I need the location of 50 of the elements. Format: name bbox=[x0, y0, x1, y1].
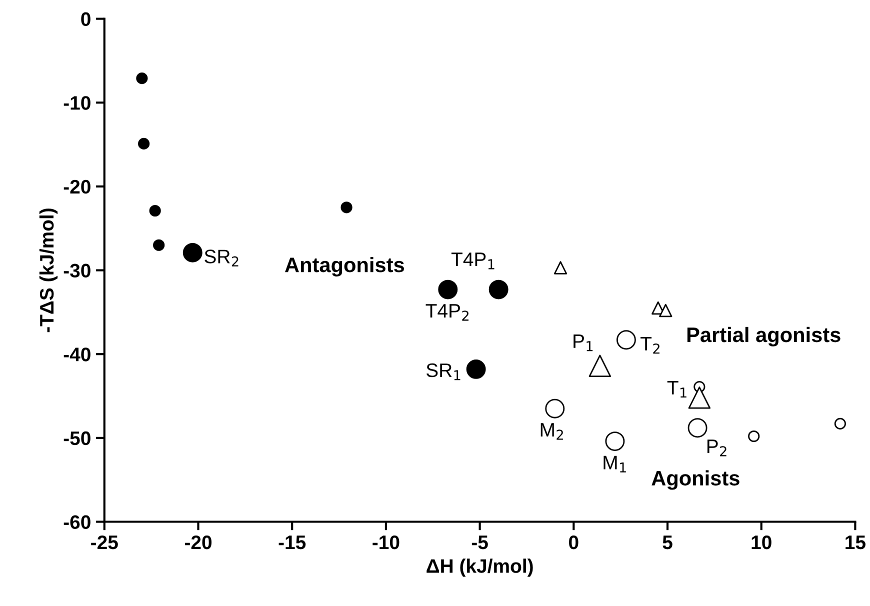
x-axis-title: ΔH (kJ/mol) bbox=[426, 558, 533, 577]
point bbox=[688, 386, 711, 409]
annotation: SR$_{2}$ bbox=[204, 250, 238, 266]
point bbox=[545, 398, 565, 418]
point bbox=[834, 418, 846, 430]
y-tick-label: -40 bbox=[64, 348, 90, 362]
x-tick-label: 0 bbox=[569, 535, 578, 550]
annotation: T$_{2}$ bbox=[640, 337, 660, 354]
y-tick-label: -60 bbox=[64, 515, 90, 530]
point bbox=[616, 330, 636, 350]
y-tick-label: -10 bbox=[64, 96, 90, 110]
annotation: Agonists bbox=[652, 470, 740, 490]
annotation: SR$_{1}$ bbox=[426, 363, 460, 380]
point bbox=[488, 280, 508, 300]
x-tick-label: -5 bbox=[472, 536, 488, 550]
annotation: Antagonists bbox=[284, 257, 404, 277]
point bbox=[688, 418, 708, 438]
x-tick-label: -10 bbox=[372, 535, 400, 550]
annotation: T4P$_{1}$ bbox=[451, 252, 494, 270]
annotation: P$_{2}$ bbox=[707, 440, 726, 456]
point bbox=[588, 354, 612, 377]
point bbox=[136, 72, 148, 84]
point bbox=[605, 432, 625, 452]
annotation: P$_{1}$ bbox=[574, 334, 593, 352]
y-tick-label: 0 bbox=[81, 12, 90, 26]
point bbox=[182, 242, 202, 262]
annotation: T$_{1}$ bbox=[667, 380, 686, 398]
point bbox=[554, 261, 568, 274]
annotation: Partial agonists bbox=[687, 326, 840, 346]
point bbox=[438, 280, 458, 300]
y-tick-label: -50 bbox=[64, 431, 90, 446]
point bbox=[659, 304, 672, 318]
point bbox=[466, 359, 486, 379]
point bbox=[340, 202, 352, 214]
point bbox=[153, 239, 165, 251]
annotation: M$_{1}$ bbox=[604, 456, 626, 472]
x-tick-label: 5 bbox=[662, 536, 672, 550]
point bbox=[748, 430, 760, 442]
x-tick-label: -15 bbox=[278, 536, 306, 550]
y-tick-label: -20 bbox=[64, 180, 90, 194]
annotation: T4P$_{2}$ bbox=[426, 304, 468, 321]
annotation: M$_{2}$ bbox=[540, 423, 563, 440]
point bbox=[149, 204, 161, 217]
x-tick-label: -20 bbox=[184, 535, 212, 550]
y-axis-title: -TΔS (kJ/mol) bbox=[39, 208, 58, 332]
point bbox=[138, 138, 150, 150]
x-tick-label: -25 bbox=[91, 535, 118, 550]
x-tick-label: 15 bbox=[846, 536, 866, 550]
x-tick-label: 10 bbox=[752, 535, 772, 550]
y-tick-label: -30 bbox=[64, 264, 90, 278]
